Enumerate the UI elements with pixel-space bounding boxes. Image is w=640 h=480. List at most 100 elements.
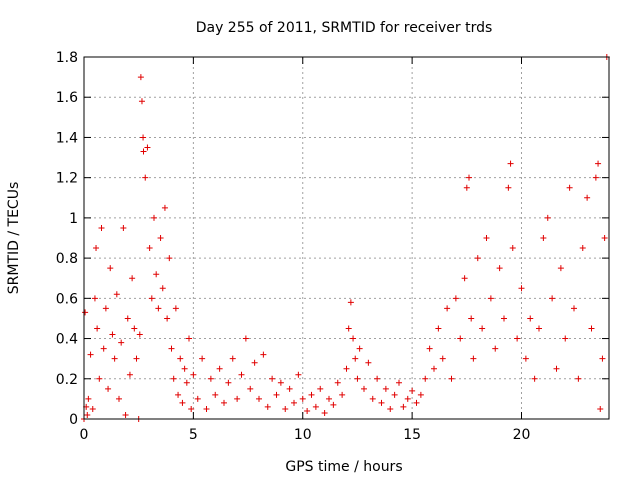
data-point <box>391 391 398 398</box>
data-point <box>350 335 357 342</box>
plot-frame <box>83 56 610 420</box>
data-point <box>562 335 569 342</box>
data-point <box>264 403 271 410</box>
data-point <box>113 291 120 298</box>
data-point <box>382 385 389 392</box>
y-tick-label: 1.2 <box>56 171 78 187</box>
x-tick-label: 0 <box>80 427 89 443</box>
data-point <box>354 375 361 382</box>
x-tick-label: 5 <box>189 427 198 443</box>
data-point <box>188 405 195 412</box>
data-point <box>291 399 297 406</box>
data-point <box>474 255 481 262</box>
data-point <box>312 403 319 410</box>
data-point <box>153 271 160 278</box>
y-tick-label: 1.8 <box>56 50 78 66</box>
data-point <box>417 391 424 398</box>
data-point <box>588 325 595 332</box>
data-point <box>599 355 606 362</box>
data-point <box>584 194 591 201</box>
data-point <box>181 365 188 372</box>
x-tick-label: 15 <box>403 427 421 443</box>
data-point <box>321 409 328 416</box>
data-points <box>81 54 610 422</box>
y-tick-label: 1.6 <box>56 90 78 106</box>
data-point <box>507 160 514 167</box>
data-point <box>339 391 346 398</box>
data-point <box>492 345 499 352</box>
data-point <box>151 214 157 221</box>
data-point <box>452 295 459 302</box>
data-point <box>496 265 503 272</box>
data-point <box>190 371 197 378</box>
data-point <box>345 325 352 332</box>
data-point <box>199 355 206 362</box>
data-point <box>234 395 241 402</box>
data-point <box>87 351 94 358</box>
data-point <box>317 385 324 392</box>
x-axis-title: GPS time / hours <box>285 459 402 475</box>
data-point <box>435 325 442 332</box>
data-point <box>595 160 602 167</box>
data-point <box>148 295 155 302</box>
data-point <box>347 299 354 306</box>
data-point <box>251 359 258 366</box>
data-point <box>509 245 516 252</box>
data-point <box>256 395 262 402</box>
data-point <box>369 395 376 402</box>
y-tick-label: 0.4 <box>56 332 78 348</box>
data-point <box>84 411 91 418</box>
data-point <box>212 391 219 398</box>
data-point <box>514 335 521 342</box>
data-point <box>575 375 582 382</box>
data-point <box>131 325 138 332</box>
data-point <box>216 365 223 372</box>
data-point <box>186 335 192 342</box>
data-point <box>238 371 245 378</box>
data-point <box>146 245 153 252</box>
data-point <box>444 305 451 312</box>
data-point <box>566 184 573 191</box>
data-point <box>170 375 177 382</box>
y-tick-label: 1 <box>69 211 78 227</box>
data-point <box>203 405 210 412</box>
data-point <box>400 403 407 410</box>
data-point <box>378 399 385 406</box>
data-point <box>553 365 560 372</box>
data-point <box>124 315 131 322</box>
data-point <box>518 285 525 292</box>
data-point <box>356 345 363 352</box>
data-point <box>277 379 284 386</box>
data-point <box>422 375 429 382</box>
data-point <box>100 345 107 352</box>
data-point <box>448 375 455 382</box>
data-point <box>144 144 151 151</box>
data-point <box>137 74 144 81</box>
data-point <box>326 395 332 402</box>
data-point <box>140 148 147 155</box>
data-point <box>396 379 402 386</box>
data-point <box>457 335 464 342</box>
data-point <box>142 174 149 181</box>
y-tick-label: 0.6 <box>56 291 78 307</box>
data-point <box>164 315 171 322</box>
data-point <box>118 339 125 346</box>
data-point <box>172 305 179 312</box>
y-tick-label: 0 <box>69 412 78 428</box>
data-point <box>470 355 477 362</box>
data-point <box>404 395 411 402</box>
data-point <box>166 255 173 262</box>
data-point <box>269 375 276 382</box>
data-point <box>544 214 551 221</box>
data-point <box>601 235 608 241</box>
data-point <box>466 174 472 181</box>
data-point <box>82 309 89 316</box>
data-point <box>352 355 359 362</box>
y-tick-label: 0.2 <box>56 372 78 388</box>
data-point <box>571 305 577 312</box>
data-point <box>592 174 599 181</box>
data-point <box>286 385 293 392</box>
data-point <box>179 399 186 406</box>
data-point <box>133 355 140 362</box>
